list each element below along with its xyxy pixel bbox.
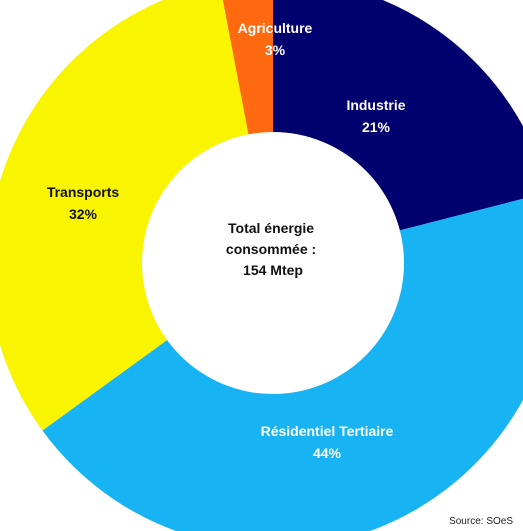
center-total-label: Total énergie consommée : 154 Mtep	[226, 220, 320, 278]
slice-name-3: Agriculture	[238, 20, 313, 36]
slice-label-3: Agriculture 3%	[238, 20, 313, 58]
slice-name-2: Transports	[47, 184, 120, 200]
slice-agriculture	[222, 0, 273, 263]
slice-labels: Industrie 21% Résidentiel Tertiaire 44% Tran…	[47, 20, 406, 461]
slice-value-0: 21%	[362, 119, 391, 135]
slice-label-2: Transports 32%	[47, 184, 120, 222]
source-note: Source: SOeS	[449, 516, 513, 527]
slice-name-0: Industrie	[346, 97, 405, 113]
donut-hole	[142, 132, 404, 394]
slice-value-2: 32%	[69, 206, 98, 222]
slice-label-0: Industrie 21%	[346, 97, 405, 135]
slice-label-1: Résidentiel Tertiaire 44%	[261, 423, 394, 461]
center-line-2: consommée :	[226, 241, 316, 257]
slice-name-1: Résidentiel Tertiaire	[261, 423, 394, 439]
slice-transports	[0, 0, 273, 431]
center-line-1: Total énergie	[228, 220, 314, 236]
slice-value-3: 3%	[265, 42, 286, 58]
center-line-3: 154 Mtep	[243, 262, 303, 278]
slice-value-1: 44%	[313, 445, 342, 461]
